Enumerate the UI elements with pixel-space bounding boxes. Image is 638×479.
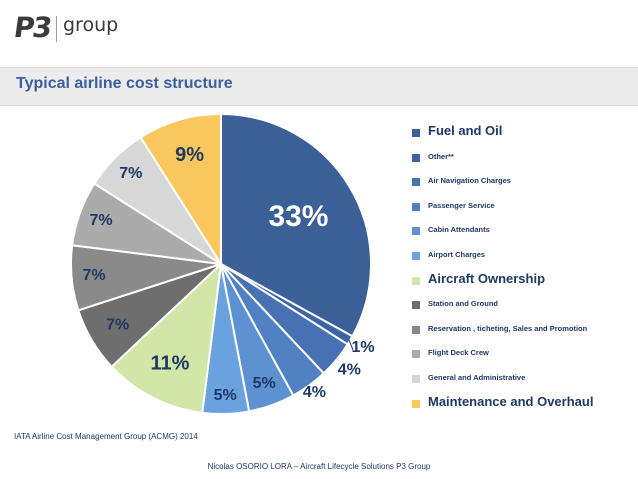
pie-label-air-navigation-charges: 4%	[338, 361, 361, 378]
logo-divider	[56, 16, 57, 42]
legend-label: Aircraft Ownership	[428, 270, 546, 286]
legend-swatch	[412, 301, 420, 310]
pie-label-airport-charges: 5%	[214, 387, 237, 404]
chart-legend: Fuel and Oil Other** Air Navigation Charge…	[412, 122, 632, 417]
legend-item-cabin-attendants: Cabin Attendants	[412, 220, 632, 245]
logo-word: group	[63, 14, 119, 36]
pie-leader-line	[348, 339, 354, 351]
pie-slice-fuel-and-oil	[220, 112, 372, 338]
legend-swatch	[412, 399, 420, 408]
legend-label: Airport Charges	[428, 249, 486, 259]
legend-swatch	[412, 153, 420, 162]
legend-item-passenger-service: Passenger Service	[412, 196, 632, 221]
pie-label-reservation-ticheting-sales-and-promotion: 7%	[83, 267, 106, 284]
pie-label-other: 1%	[351, 339, 374, 356]
legend-label: Flight Deck Crew	[428, 348, 489, 358]
legend-label: Air Navigation Charges	[428, 176, 511, 186]
legend-swatch	[412, 227, 420, 236]
legend-swatch	[412, 202, 420, 211]
legend-label: Fuel and Oil	[428, 123, 503, 138]
logo-mark: P3	[11, 11, 53, 44]
pie-chart: 33% 1% 4% 4% 5% 5% 11% 7% 7% 7% 7% 9%	[70, 112, 375, 415]
legend-swatch	[412, 374, 420, 383]
legend-item-airport-charges: Airport Charges	[412, 245, 632, 270]
source-note: IATA Airline Cost Management Group (ACMG…	[14, 432, 198, 441]
pie-slice-aircraft-ownership	[110, 261, 223, 414]
legend-swatch	[412, 276, 420, 285]
legend-swatch	[412, 350, 420, 359]
legend-item-general-and-administrative: General and Administrative	[412, 368, 632, 393]
legend-label: Passenger Service	[428, 200, 495, 210]
page-title: Typical airline cost structure	[16, 75, 233, 92]
pie-label-passenger-service: 4%	[303, 384, 326, 401]
pie-label-aircraft-ownership: 11%	[150, 353, 189, 375]
p3-group-logo: P3 group	[11, 8, 118, 48]
legend-item-aircraft-ownership: Aircraft Ownership	[412, 270, 632, 295]
legend-label: Reservation , ticheting, Sales and Promo…	[428, 323, 588, 333]
title-band: Typical airline cost structure	[0, 67, 638, 106]
legend-swatch	[412, 178, 420, 187]
legend-label: Maintenance and Overhaul	[428, 393, 594, 409]
pie-slice-maintenance-and-overhaul	[139, 112, 222, 268]
legend-item-station-and-ground: Station and Ground	[412, 294, 632, 319]
pie-label-station-and-ground: 7%	[106, 316, 129, 333]
pie-label-fuel-and-oil: 33%	[268, 200, 328, 233]
legend-swatch	[412, 129, 420, 137]
pie-label-general-and-administrative: 7%	[119, 165, 142, 182]
legend-label: Station and Ground	[428, 299, 498, 309]
legend-swatch	[412, 251, 420, 260]
legend-item-air-navigation-charges: Air Navigation Charges	[412, 171, 632, 196]
footer-text: Nicolas OSORIO LORA – Aircraft Lifecycle…	[207, 462, 431, 471]
legend-label: Other**	[428, 151, 454, 161]
legend-item-reservation-ticheting-sales-and-promotion: Reservation , ticheting, Sales and Promo…	[412, 319, 632, 344]
legend-item-fuel-and-oil: Fuel and Oil	[412, 122, 632, 147]
legend-swatch	[412, 325, 420, 334]
legend-item-maintenance-and-overhaul: Maintenance and Overhaul	[412, 393, 632, 418]
pie-label-cabin-attendants: 5%	[253, 375, 276, 392]
legend-label: Cabin Attendants	[428, 225, 490, 235]
legend-item-other: Other**	[412, 147, 632, 172]
pie-label-flight-deck-crew: 7%	[89, 212, 112, 229]
legend-label: General and Administrative	[428, 372, 526, 382]
pie-label-maintenance-and-overhaul: 9%	[175, 144, 204, 166]
legend-item-flight-deck-crew: Flight Deck Crew	[412, 343, 632, 368]
